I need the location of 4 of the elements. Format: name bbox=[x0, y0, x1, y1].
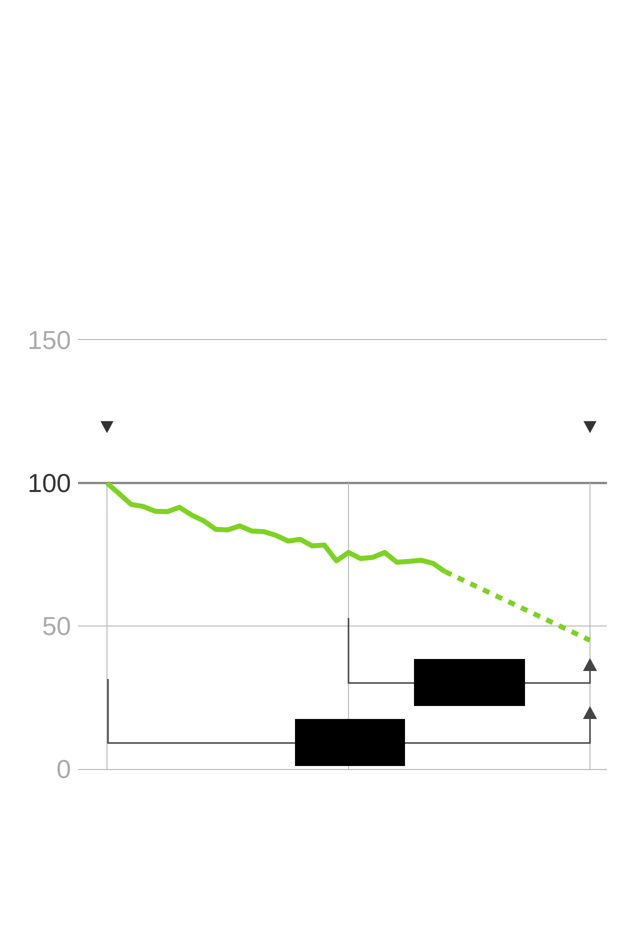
y-tick-label: 50 bbox=[42, 611, 71, 642]
y-tick-label: 0 bbox=[56, 754, 71, 784]
y-tick-label: 100 bbox=[28, 468, 71, 498]
y-tick-label: 150 bbox=[28, 325, 71, 356]
